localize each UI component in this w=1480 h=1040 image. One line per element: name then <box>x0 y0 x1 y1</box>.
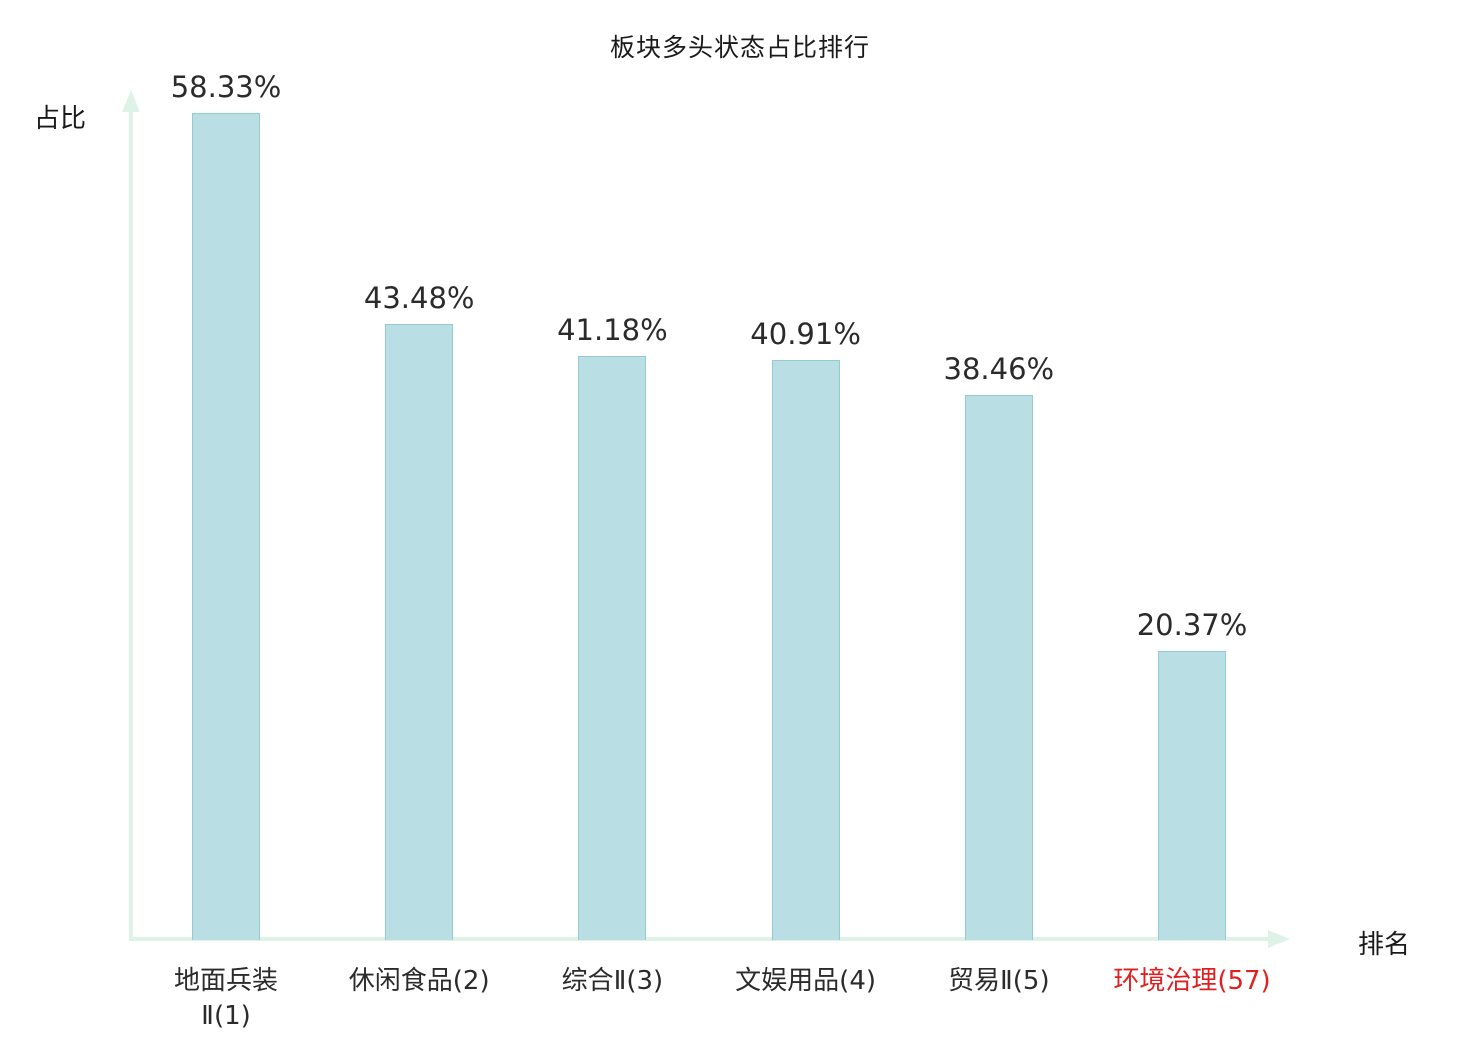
category-label: 环境治理(57) <box>1113 966 1271 996</box>
bar <box>1158 651 1226 940</box>
bar <box>192 113 260 940</box>
category-label: 地面兵装 Ⅱ(1) <box>173 966 278 1032</box>
x-axis-arrow-icon <box>1268 930 1290 948</box>
category-label: 贸易Ⅱ(5) <box>947 966 1050 996</box>
bar <box>771 360 840 940</box>
bar-value-label: 20.37% <box>1136 608 1248 642</box>
bar-value-label: 38.46% <box>943 352 1055 386</box>
chart-title: 板块多头状态占比排行 <box>609 33 870 62</box>
y-axis-label: 占比 <box>34 104 87 134</box>
bar-value-label: 58.33% <box>170 70 282 104</box>
x-axis-label: 排名 <box>1358 930 1411 960</box>
bar <box>578 356 647 940</box>
category-label: 综合Ⅱ(3) <box>561 966 664 996</box>
category-label: 文娱用品(4) <box>735 966 877 996</box>
y-axis-arrow-icon <box>122 90 140 112</box>
bar-value-label: 41.18% <box>557 313 668 347</box>
bar-value-label: 43.48% <box>363 281 475 315</box>
bar <box>964 395 1033 940</box>
bar-value-label: 40.91% <box>750 317 861 351</box>
category-label: 休闲食品(2) <box>348 966 490 996</box>
bar <box>385 324 454 940</box>
